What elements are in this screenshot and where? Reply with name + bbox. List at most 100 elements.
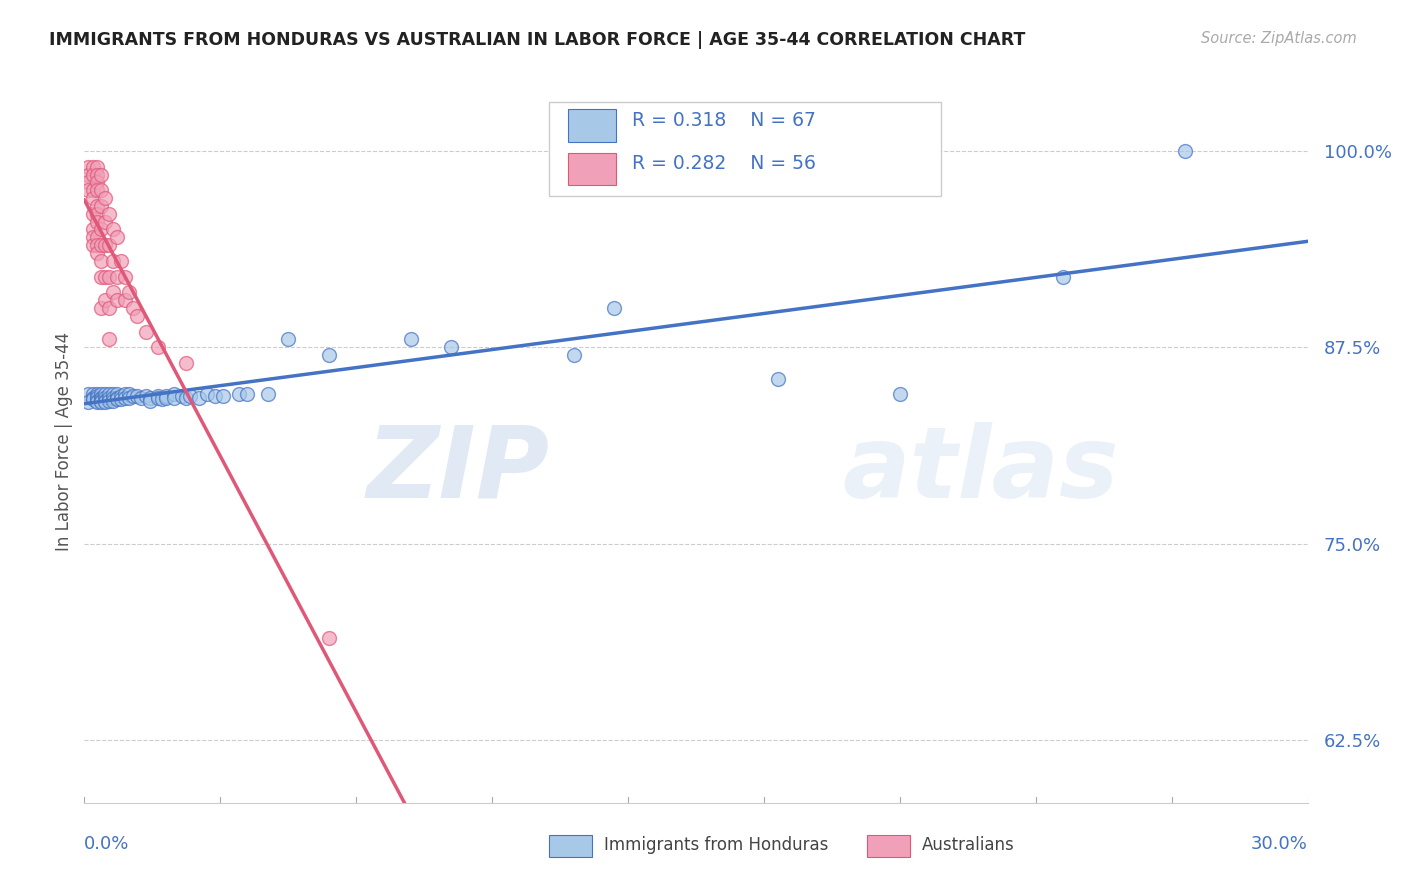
- Point: [163, 391, 186, 405]
- Point: [97, 207, 120, 221]
- Point: [86, 395, 108, 409]
- Point: [93, 269, 115, 284]
- Point: [277, 333, 299, 347]
- Point: [82, 230, 104, 244]
- Point: [77, 387, 100, 401]
- Text: atlas: atlas: [842, 422, 1119, 519]
- Point: [228, 387, 250, 401]
- Point: [97, 391, 120, 405]
- Point: [101, 393, 124, 408]
- Point: [766, 372, 789, 386]
- Point: [86, 246, 108, 260]
- Point: [93, 214, 115, 228]
- Point: [77, 160, 100, 174]
- Point: [1052, 269, 1074, 284]
- Point: [101, 285, 124, 300]
- Point: [90, 391, 112, 405]
- Point: [93, 238, 115, 252]
- Point: [146, 340, 169, 354]
- Point: [101, 387, 124, 401]
- Point: [86, 230, 108, 244]
- Text: 0.0%: 0.0%: [84, 835, 129, 854]
- Text: Australians: Australians: [922, 836, 1015, 854]
- Point: [101, 222, 124, 236]
- Text: Source: ZipAtlas.com: Source: ZipAtlas.com: [1201, 31, 1357, 46]
- Point: [90, 393, 112, 408]
- Point: [77, 183, 100, 197]
- Point: [187, 391, 209, 405]
- Point: [82, 222, 104, 236]
- Point: [86, 214, 108, 228]
- Text: R = 0.282    N = 56: R = 0.282 N = 56: [633, 154, 817, 173]
- Point: [86, 387, 108, 401]
- Y-axis label: In Labor Force | Age 35-44: In Labor Force | Age 35-44: [55, 332, 73, 551]
- Point: [90, 395, 112, 409]
- Point: [82, 387, 104, 401]
- FancyBboxPatch shape: [550, 835, 592, 857]
- Point: [114, 391, 136, 405]
- Point: [77, 175, 100, 189]
- Point: [86, 238, 108, 252]
- Point: [86, 168, 108, 182]
- Point: [174, 356, 197, 370]
- Point: [146, 391, 169, 405]
- Point: [127, 389, 149, 403]
- Point: [172, 389, 194, 403]
- Point: [93, 393, 115, 408]
- Point: [114, 387, 136, 401]
- Text: 30.0%: 30.0%: [1251, 835, 1308, 854]
- Point: [118, 285, 141, 300]
- Point: [195, 387, 218, 401]
- Point: [77, 395, 100, 409]
- Point: [86, 160, 108, 174]
- Point: [105, 269, 128, 284]
- Point: [86, 175, 108, 189]
- Point: [90, 199, 112, 213]
- Point: [174, 391, 197, 405]
- Point: [114, 293, 136, 308]
- Point: [86, 207, 108, 221]
- Point: [93, 387, 115, 401]
- Point: [90, 238, 112, 252]
- Point: [105, 391, 128, 405]
- Point: [86, 389, 108, 403]
- Point: [399, 333, 422, 347]
- Point: [86, 393, 108, 408]
- Point: [82, 392, 104, 406]
- Point: [101, 253, 124, 268]
- Point: [105, 387, 128, 401]
- Point: [82, 391, 104, 405]
- Point: [90, 222, 112, 236]
- Point: [440, 340, 463, 354]
- Point: [127, 309, 149, 323]
- Point: [97, 333, 120, 347]
- Point: [93, 191, 115, 205]
- Point: [90, 269, 112, 284]
- Point: [155, 391, 177, 405]
- Point: [93, 395, 115, 409]
- Point: [90, 392, 112, 406]
- Point: [110, 392, 132, 406]
- Point: [93, 391, 115, 405]
- FancyBboxPatch shape: [568, 153, 616, 185]
- Point: [179, 389, 201, 403]
- FancyBboxPatch shape: [868, 835, 910, 857]
- Text: IMMIGRANTS FROM HONDURAS VS AUSTRALIAN IN LABOR FORCE | AGE 35-44 CORRELATION CH: IMMIGRANTS FROM HONDURAS VS AUSTRALIAN I…: [49, 31, 1025, 49]
- Point: [101, 391, 124, 405]
- Point: [155, 389, 177, 403]
- Text: ZIP: ZIP: [366, 422, 550, 519]
- Point: [118, 387, 141, 401]
- Point: [86, 199, 108, 213]
- Point: [93, 293, 115, 308]
- Point: [257, 387, 280, 401]
- Point: [86, 391, 108, 405]
- Point: [97, 269, 120, 284]
- Point: [889, 387, 911, 401]
- Point: [131, 391, 153, 405]
- Point: [236, 387, 259, 401]
- Text: R = 0.318    N = 67: R = 0.318 N = 67: [633, 111, 817, 129]
- Point: [114, 269, 136, 284]
- Point: [90, 387, 112, 401]
- Point: [82, 238, 104, 252]
- Point: [82, 191, 104, 205]
